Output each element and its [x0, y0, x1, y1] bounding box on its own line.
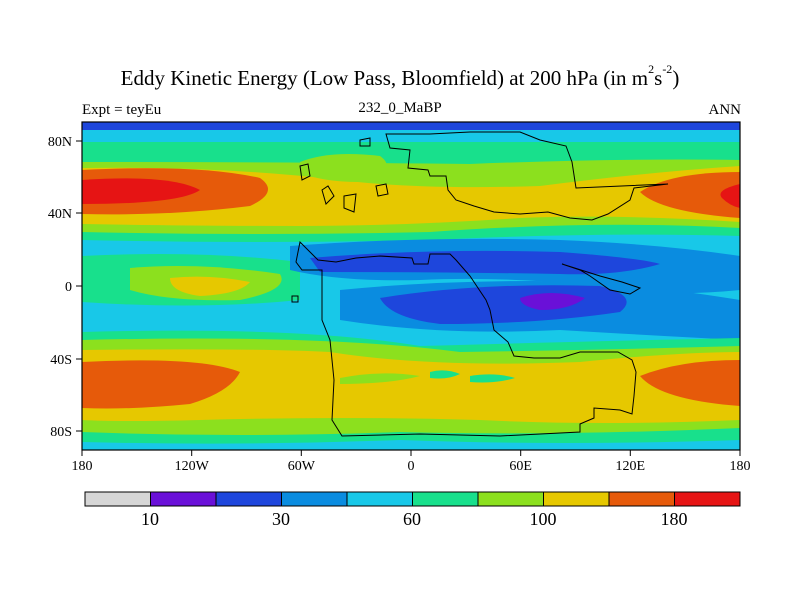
y-tick-label: 80S	[50, 425, 72, 440]
season-label: ANN	[708, 102, 742, 118]
y-tick-label: 0	[65, 280, 72, 295]
colorbar-box	[215, 491, 282, 507]
x-tick-label: 0	[408, 459, 415, 474]
contour-trop-min	[520, 293, 585, 310]
pole-band-north	[82, 122, 740, 130]
continent-eurasia-north	[385, 131, 669, 221]
colorbar-box	[674, 491, 741, 507]
x-tick-label: 120W	[175, 459, 210, 474]
colorbar	[84, 491, 741, 507]
case-label: 232_0_MaBP	[358, 100, 442, 116]
contour-sh-180-east	[640, 360, 740, 406]
contour-nh-greenpatch	[300, 154, 387, 182]
colorbar-box	[412, 491, 479, 507]
contour-nh-max-east	[720, 184, 740, 208]
colorbar-box	[346, 491, 413, 507]
y-tick-label: 40N	[48, 207, 72, 222]
plot-title: Eddy Kinetic Energy (Low Pass, Bloomfiel…	[120, 62, 680, 90]
y-tick-label: 40S	[50, 353, 72, 368]
experiment-label: Expt = teyEu	[82, 102, 162, 118]
contour-nh-max-west	[82, 178, 200, 204]
contour-trop-west-yellow	[170, 276, 250, 296]
colorbar-label: 60	[403, 509, 421, 529]
colorbar-label: 180	[661, 509, 688, 529]
colorbar-box	[84, 491, 151, 507]
colorbar-label: 100	[530, 509, 557, 529]
contour-sh-green-dot2	[470, 374, 515, 383]
contour-sh-lime-patch	[340, 373, 420, 384]
colorbar-box	[281, 491, 348, 507]
contour-nh-180-east	[640, 172, 740, 218]
x-tick-label: 60E	[509, 459, 532, 474]
tick-marks	[76, 140, 741, 456]
colorbar-box	[477, 491, 544, 507]
colorbar-box	[150, 491, 217, 507]
islands-north	[299, 137, 389, 213]
colorbar-box	[608, 491, 675, 507]
contour-field	[82, 122, 740, 450]
colorbar-label: 10	[141, 509, 159, 529]
x-tick-label: 180	[72, 459, 93, 474]
islands-tropics	[291, 263, 642, 303]
contour-sh-yellow	[82, 349, 740, 423]
contour-sh-green-dot1	[430, 370, 460, 379]
continent-southern	[295, 240, 637, 437]
y-tick-label: 80N	[48, 135, 72, 150]
x-tick-label: 60W	[288, 459, 316, 474]
x-tick-label: 180	[730, 459, 751, 474]
pole-band-south	[82, 443, 740, 450]
x-tick-label: 120E	[616, 459, 646, 474]
colorbar-label: 30	[272, 509, 290, 529]
contour-sh-180-west	[82, 360, 240, 409]
colorbar-box	[543, 491, 610, 507]
